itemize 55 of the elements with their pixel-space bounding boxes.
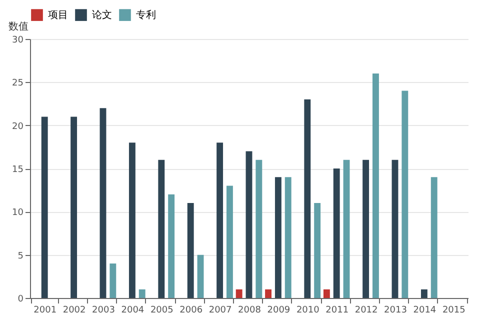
x-tick-label: 2006 xyxy=(180,306,203,316)
bar xyxy=(430,177,438,298)
bar xyxy=(236,289,242,298)
bar xyxy=(372,74,379,298)
bar xyxy=(314,203,321,298)
bar xyxy=(284,177,292,298)
x-tick-label: 2012 xyxy=(354,306,378,316)
y-tick-label: 5 xyxy=(18,251,24,262)
bar xyxy=(216,142,224,298)
x-tick-label: 2004 xyxy=(121,306,144,316)
bar xyxy=(246,151,252,298)
y-tick-label: 20 xyxy=(12,122,24,132)
bar xyxy=(343,160,350,298)
bar xyxy=(304,99,311,298)
bar xyxy=(158,160,165,298)
legend-label: 论文 xyxy=(92,9,112,22)
y-tick-label: 15 xyxy=(12,165,24,175)
x-tick-label: 2009 xyxy=(267,306,290,316)
x-tick-label: 2007 xyxy=(208,306,232,316)
bar xyxy=(392,160,398,298)
y-tick-label: 0 xyxy=(18,294,24,304)
bar xyxy=(168,194,175,298)
bar xyxy=(41,116,48,298)
x-tick-label: 2014 xyxy=(413,306,436,316)
x-tick-label: 2002 xyxy=(62,306,86,316)
bar xyxy=(70,116,78,298)
bar xyxy=(197,254,204,298)
bar xyxy=(420,289,428,298)
bar xyxy=(274,177,282,298)
x-tick-label: 2003 xyxy=(92,306,115,316)
bar xyxy=(128,142,136,298)
bar xyxy=(187,203,194,298)
bar xyxy=(110,263,116,298)
x-tick-label: 2010 xyxy=(296,306,320,316)
legend-label: 专利 xyxy=(136,9,156,22)
x-tick-label: 2011 xyxy=(326,306,349,316)
x-tick-label: 2013 xyxy=(384,306,407,316)
y-tick-label: 10 xyxy=(12,208,24,218)
bar xyxy=(138,289,146,298)
bar xyxy=(362,160,370,298)
bar xyxy=(100,108,106,298)
x-tick-label: 2008 xyxy=(238,306,262,316)
y-tick-label: 25 xyxy=(12,78,24,89)
x-tick-label: 2001 xyxy=(34,306,57,316)
bar xyxy=(402,90,408,298)
bar xyxy=(333,168,340,298)
y-axis-title: 数值 xyxy=(8,22,28,32)
bar xyxy=(265,289,272,298)
bar xyxy=(323,289,330,298)
y-tick-label: 30 xyxy=(12,36,24,46)
legend-label: 项目 xyxy=(48,10,68,22)
bar xyxy=(256,160,262,298)
bar xyxy=(226,186,233,298)
x-tick-label: 2005 xyxy=(150,306,174,316)
x-tick-label: 2015 xyxy=(442,306,466,316)
